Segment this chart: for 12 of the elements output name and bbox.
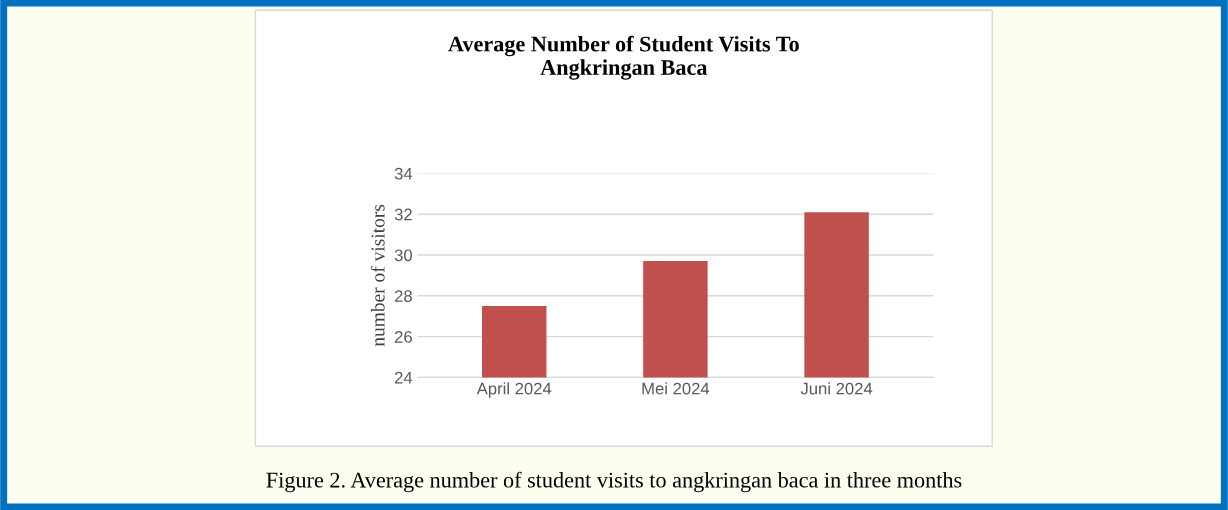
x-tick-label: Juni 2024 (800, 382, 873, 395)
x-tick-label: Mei 2024 (642, 382, 710, 395)
y-tick-label: 32 (394, 208, 412, 221)
y-tick-label: 34 (394, 167, 413, 180)
y-axis-title: number of visitors (370, 204, 385, 347)
y-tick-label: 26 (394, 331, 412, 343)
y-tick-label: 30 (394, 249, 413, 262)
caption: Figure 2. Average number of student visits to angkringan baca in three months (266, 471, 962, 493)
x-tick-label: April 2024 (476, 382, 552, 398)
y-tick-label: 28 (394, 290, 412, 302)
chart-title: Average Number of Student Visits To Angkringan Baca (448, 35, 799, 80)
y-tick-label: 24 (394, 371, 413, 384)
